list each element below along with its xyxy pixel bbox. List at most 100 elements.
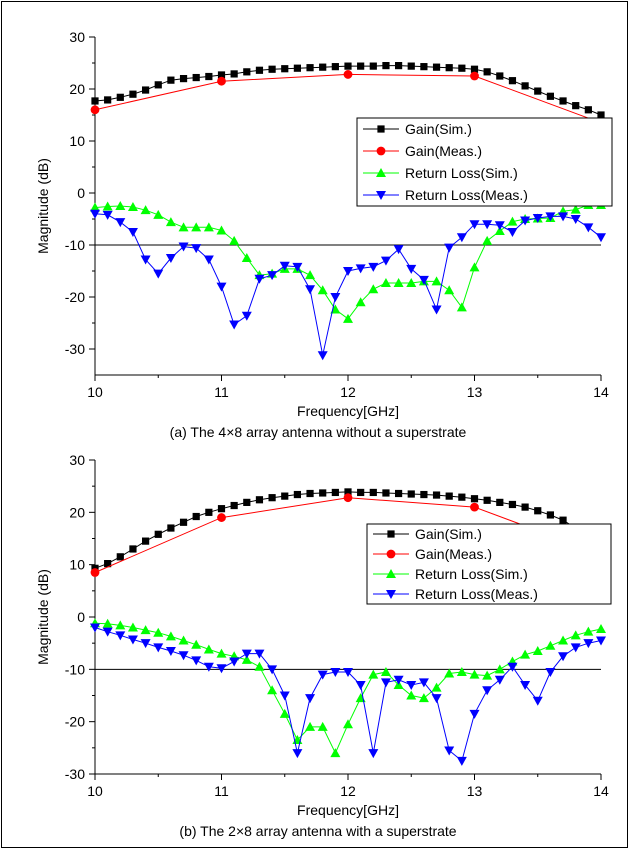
point-return-loss-sim xyxy=(330,748,341,758)
x-tick-label: 13 xyxy=(467,783,483,799)
point-return-loss-meas xyxy=(90,623,100,633)
point-return-loss-meas xyxy=(216,664,227,674)
point-return-loss-meas xyxy=(355,681,366,691)
point-return-loss-meas xyxy=(368,749,379,759)
panel-a: 10 11 12 13 14 -30 -20 -10 0 10 20 30 Frequency[GHz]… xyxy=(35,29,613,440)
legend-marker xyxy=(376,191,386,200)
point-gain-meas xyxy=(217,513,226,522)
legend-box xyxy=(356,117,613,207)
point-return-loss-meas xyxy=(343,667,353,677)
point-return-loss-sim xyxy=(241,654,252,664)
point-return-loss-sim xyxy=(494,664,505,674)
point-return-loss-sim xyxy=(494,225,505,235)
point-gain-sim xyxy=(179,75,188,83)
point-return-loss-sim xyxy=(140,625,151,635)
point-return-loss-sim xyxy=(178,635,189,645)
point-return-loss-meas xyxy=(191,244,202,254)
point-return-loss-meas xyxy=(583,639,594,649)
point-return-loss-sim xyxy=(165,217,176,227)
point-gain-sim xyxy=(395,489,403,498)
point-return-loss-sim xyxy=(254,661,265,671)
point-gain-sim xyxy=(243,68,251,76)
point-gain-sim xyxy=(129,90,137,98)
point-return-loss-meas xyxy=(229,657,240,667)
point-gain-sim xyxy=(344,488,352,496)
y-tick-label: -30 xyxy=(65,341,85,357)
point-return-loss-sim xyxy=(444,285,455,295)
point-gain-sim xyxy=(142,86,150,94)
point-return-loss-sim xyxy=(406,690,417,700)
point-gain-sim xyxy=(104,560,112,568)
point-return-loss-meas xyxy=(558,652,569,662)
point-return-loss-meas xyxy=(570,643,581,653)
point-gain-sim xyxy=(445,492,453,500)
point-gain-sim xyxy=(458,493,466,501)
point-return-loss-sim xyxy=(583,626,594,636)
legend: Gain(Sim.) Gain(Meas.) Return Loss(Sim.) Re… xyxy=(356,117,613,207)
point-gain-sim xyxy=(331,488,339,497)
panel-caption: (b) The 2×8 array antenna with a superst… xyxy=(179,823,456,839)
point-return-loss-sim xyxy=(380,277,391,287)
point-return-loss-meas xyxy=(406,681,417,691)
point-gain-meas xyxy=(90,105,100,115)
point-gain-meas xyxy=(470,71,479,81)
point-gain-sim xyxy=(546,92,554,100)
point-return-loss-meas xyxy=(355,264,366,274)
x-axis-label: Frequency[GHz] xyxy=(297,403,399,419)
point-return-loss-meas xyxy=(558,212,569,222)
point-return-loss-sim xyxy=(368,669,379,679)
point-return-loss-meas xyxy=(292,262,303,272)
point-gain-sim xyxy=(306,489,314,498)
y-tick-label: -20 xyxy=(65,289,85,305)
point-gain-sim xyxy=(508,500,517,509)
point-gain-sim xyxy=(382,489,390,497)
point-return-loss-sim xyxy=(545,640,556,650)
point-gain-sim xyxy=(230,70,238,78)
series-return-loss-meas xyxy=(90,623,606,766)
point-return-loss-sim xyxy=(532,646,543,656)
point-gain-sim xyxy=(382,62,390,70)
point-gain-sim xyxy=(255,496,264,504)
point-gain-sim xyxy=(496,498,504,506)
point-gain-sim xyxy=(268,494,276,502)
point-return-loss-meas xyxy=(241,649,252,659)
point-gain-sim xyxy=(483,496,491,504)
point-gain-sim xyxy=(293,490,301,499)
x-axis-label: Frequency[GHz] xyxy=(297,802,399,818)
point-return-loss-meas xyxy=(102,627,113,637)
point-return-loss-meas xyxy=(444,746,455,756)
point-return-loss-sim xyxy=(418,693,429,703)
point-return-loss-meas xyxy=(292,749,303,759)
point-gain-sim xyxy=(546,511,554,519)
point-return-loss-meas xyxy=(178,242,189,252)
series-gain-sim xyxy=(91,488,592,572)
point-return-loss-meas xyxy=(520,216,531,226)
point-return-loss-meas xyxy=(494,221,505,231)
point-return-loss-meas xyxy=(330,667,341,677)
x-tick-label: 13 xyxy=(467,384,483,400)
series-gain-sim xyxy=(91,62,605,119)
point-gain-sim xyxy=(559,97,567,105)
point-gain-sim xyxy=(192,73,200,82)
point-return-loss-sim xyxy=(444,668,455,678)
point-return-loss-meas xyxy=(191,656,202,666)
point-gain-sim xyxy=(281,492,289,500)
point-return-loss-sim xyxy=(178,222,189,232)
point-return-loss-sim xyxy=(380,666,391,676)
point-return-loss-meas xyxy=(469,220,480,230)
legend-label: Gain(Meas.) xyxy=(405,143,482,159)
point-return-loss-meas xyxy=(418,678,429,688)
point-return-loss-sim xyxy=(596,624,606,634)
point-return-loss-sim xyxy=(482,670,493,680)
point-return-loss-sim xyxy=(241,253,252,262)
point-gain-sim xyxy=(584,106,592,114)
point-return-loss-meas xyxy=(254,274,265,284)
point-return-loss-meas xyxy=(229,320,240,330)
point-return-loss-meas xyxy=(267,271,278,281)
point-return-loss-sim xyxy=(140,205,151,215)
y-tick-label: 30 xyxy=(69,452,85,468)
y-tick-label: -10 xyxy=(65,661,85,677)
point-return-loss-sim xyxy=(279,708,290,718)
